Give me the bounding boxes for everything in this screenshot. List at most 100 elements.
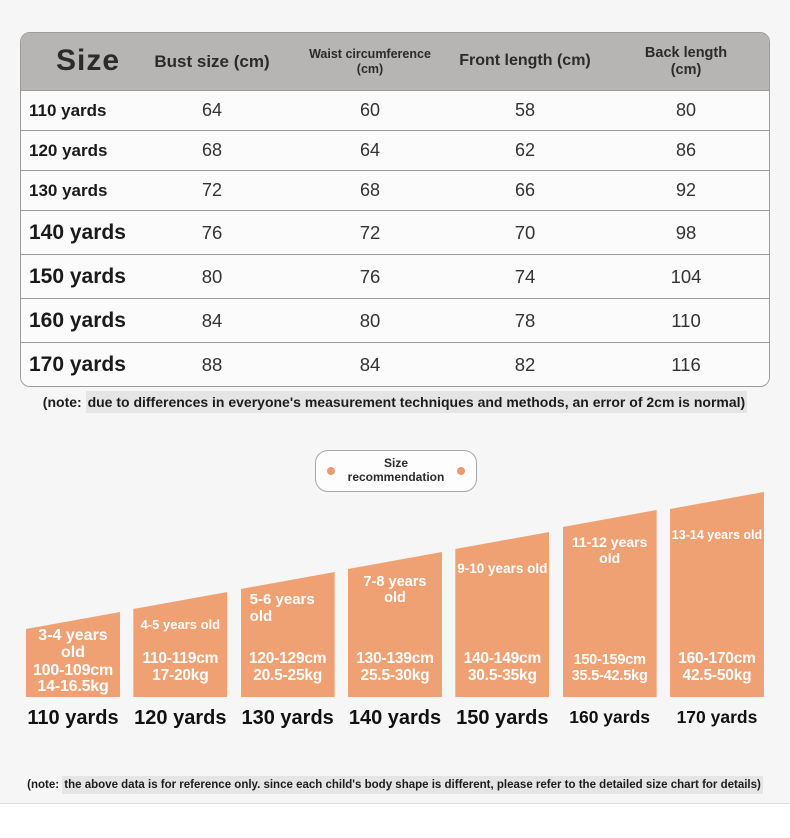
height-range: 120-129cm [248, 649, 327, 667]
bar-130-yards: 5-6 years old 120-129cm 20.5-25kg [240, 572, 335, 697]
dot-icon [457, 467, 465, 475]
waist-cell: 64 [359, 140, 381, 160]
waist-cell: 68 [359, 180, 381, 200]
height-weight-range: 100-109cm 14-16.5kg [32, 661, 114, 697]
header-bust: Bust size (cm) [154, 51, 270, 71]
note-prefix: (note: [27, 779, 63, 791]
table-row-120: 120 yards 68 64 62 86 [21, 130, 769, 170]
back-cell: 92 [675, 180, 697, 200]
height-range: 100-109cm [32, 661, 114, 679]
back-cell: 80 [675, 100, 697, 120]
waist-cell: 76 [359, 265, 381, 287]
height-weight-range: 140-149cm 30.5-35kg [464, 650, 542, 685]
bust-cell: 80 [201, 265, 223, 287]
bar-labels-row: 110 yards 120 yards 130 yards 140 yards … [26, 707, 764, 730]
back-cell: 104 [670, 265, 702, 287]
height-range: 160-170cm [678, 649, 756, 667]
weight-range: 17-20kg [152, 667, 209, 685]
waist-cell: 80 [359, 309, 381, 331]
bar-label-110: 110 yards [27, 707, 119, 729]
front-cell: 62 [514, 140, 536, 160]
size-cell: 170 yards [29, 352, 126, 376]
size-table: Size Bust size (cm) Waist circumference … [20, 32, 770, 387]
measurement-error-note: (note: due to differences in everyone's … [0, 391, 790, 413]
size-cell: 150 yards [29, 264, 126, 288]
height-range: 110-119cm [142, 649, 219, 667]
front-cell: 70 [514, 221, 536, 243]
recommendation-bar-chart: 3-4 years old 100-109cm 14-16.5kg 4-5 ye… [26, 492, 764, 697]
dot-icon [327, 467, 335, 475]
age-range: 7-8 years old [363, 574, 427, 607]
bar-label-150: 150 yards [456, 707, 549, 729]
table-row-130: 130 yards 72 68 66 92 [21, 170, 769, 210]
height-weight-range: 160-170cm 42.5-50kg [678, 650, 756, 685]
front-cell: 82 [514, 353, 536, 375]
table-row-140: 140 yards 76 72 70 98 [21, 210, 769, 254]
waist-cell: 84 [359, 353, 381, 375]
weight-range: 30.5-35kg [467, 667, 537, 685]
bar-label-140: 140 yards [348, 707, 442, 729]
front-cell: 66 [514, 180, 536, 200]
age-range: 13-14 years old [671, 528, 763, 542]
table-row-160: 160 yards 84 80 78 110 [21, 298, 769, 342]
badge-title-line1: Size [383, 456, 408, 471]
bar-label-130: 130 yards [241, 707, 334, 729]
weight-range: 35.5-42.5kg [571, 668, 648, 685]
bust-cell: 88 [201, 353, 223, 375]
bust-cell: 72 [201, 180, 223, 200]
weight-range: 14-16.5kg [37, 678, 109, 696]
header-back: Back length (cm) [644, 44, 728, 78]
note-prefix: (note: [42, 394, 86, 410]
size-cell: 110 yards [29, 100, 107, 120]
height-range: 150-159cm [573, 651, 646, 668]
height-weight-range: 150-159cm 35.5-42.5kg [572, 652, 648, 685]
bottom-divider [0, 803, 790, 838]
bar-label-120: 120 yards [134, 707, 227, 729]
bar-160-yards: 11-12 years old 150-159cm 35.5-42.5kg [562, 510, 657, 697]
front-cell: 58 [514, 100, 536, 120]
header-front: Front length (cm) [459, 52, 591, 70]
weight-range: 42.5-50kg [682, 667, 752, 685]
header-size: Size [55, 44, 121, 78]
age-range: 4-5 years old [140, 617, 221, 632]
table-header-row: Size Bust size (cm) Waist circumference … [21, 33, 769, 90]
table-row-110: 110 yards 64 60 58 80 [21, 90, 769, 130]
bar-label-160: 160 yards [569, 707, 651, 727]
bust-cell: 64 [201, 100, 223, 120]
table-row-150: 150 yards 80 76 74 104 [21, 254, 769, 298]
back-cell: 110 [671, 309, 701, 331]
badge-title-line2: recommendation [347, 470, 445, 484]
bar-150-yards: 9-10 years old 140-149cm 30.5-35kg [455, 532, 550, 697]
size-cell: 140 yards [29, 220, 126, 244]
height-weight-range: 130-139cm 25.5-30kg [356, 650, 434, 685]
size-recommendation-badge: Size recommendation [315, 450, 477, 492]
front-cell: 78 [514, 309, 536, 331]
bar-170-yards: 13-14 years old 160-170cm 42.5-50kg [669, 492, 764, 697]
table-row-170: 170 yards 88 84 82 116 [21, 342, 769, 386]
height-range: 140-149cm [463, 649, 542, 667]
size-cell: 120 yards [29, 140, 108, 160]
bar-110-yards: 3-4 years old 100-109cm 14-16.5kg [26, 612, 120, 697]
reference-only-note: (note: the above data is for reference o… [0, 776, 790, 794]
age-range: 11-12 years old [571, 534, 648, 566]
height-weight-range: 110-119cm 17-20kg [142, 650, 218, 685]
age-range: 5-6 years old [249, 591, 315, 625]
height-weight-range: 120-129cm 20.5-25kg [249, 650, 327, 685]
weight-range: 25.5-30kg [360, 667, 430, 685]
size-cell: 130 yards [29, 180, 108, 200]
height-range: 130-139cm [356, 649, 434, 667]
age-range: 3-4 years old [38, 627, 108, 661]
note-highlighted-text: due to differences in everyone's measure… [85, 391, 748, 413]
header-waist: Waist circumference (cm) [309, 47, 431, 76]
front-cell: 74 [514, 265, 536, 287]
bust-cell: 68 [201, 140, 223, 160]
bar-140-yards: 7-8 years old 130-139cm 25.5-30kg [347, 552, 442, 697]
back-cell: 86 [675, 140, 697, 160]
note-highlighted-text: the above data is for reference only. si… [62, 776, 763, 794]
waist-cell: 60 [359, 100, 381, 120]
size-cell: 160 yards [29, 308, 126, 332]
bust-cell: 84 [201, 309, 223, 331]
weight-range: 20.5-25kg [253, 667, 323, 685]
back-cell: 98 [675, 221, 697, 243]
